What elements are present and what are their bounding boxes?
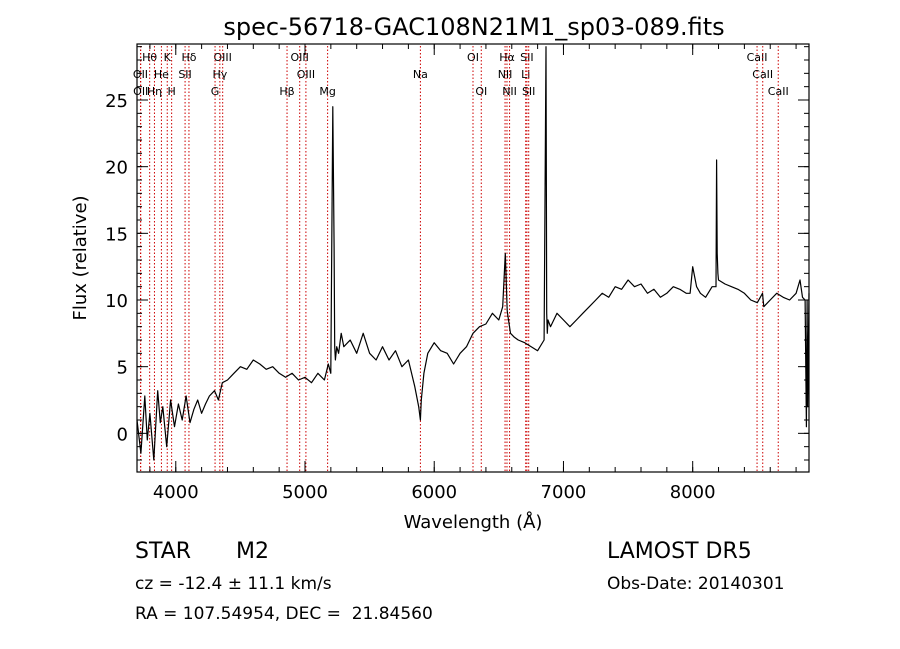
- line-label-14: Na: [413, 68, 428, 81]
- x-tick-label-8000: 8000: [670, 482, 716, 503]
- line-label-8: CaII: [747, 51, 768, 64]
- x-tick-label-4000: 4000: [153, 482, 199, 503]
- spectrum-series: [136, 46, 810, 461]
- line-label-2: Hδ: [181, 51, 196, 64]
- y-tick-label-20: 20: [105, 158, 128, 179]
- plot-frame: [136, 43, 810, 473]
- y-axis-label: Flux (relative): [70, 195, 91, 320]
- line-label-10: He: [154, 68, 169, 81]
- line-label-27: CaII: [768, 85, 789, 98]
- line-label-19: Hη: [147, 85, 162, 98]
- line-label-17: CaII: [752, 68, 773, 81]
- y-tick-label-10: 10: [105, 291, 128, 312]
- chart-title: spec-56718-GAC108N21M1_sp03-089.fits: [223, 13, 724, 41]
- line-label-3: OIII: [213, 51, 231, 64]
- y-tick-label-0: 0: [117, 424, 128, 445]
- obs-date: Obs-Date: 20140301: [607, 574, 785, 594]
- line-label-24: OI: [475, 85, 487, 98]
- line-label-13: OIII: [297, 68, 315, 81]
- axes: 4000 5000 6000 7000 8000 0 5 10 15 20 25: [105, 43, 810, 503]
- x-axis-label: Wavelength (Å): [404, 511, 543, 533]
- line-label-6: Hα: [499, 51, 515, 64]
- line-label-12: Hγ: [212, 68, 227, 81]
- line-label-0: Hθ: [142, 51, 157, 64]
- x-tick-label-7000: 7000: [541, 482, 587, 503]
- y-tick-label-5: 5: [117, 358, 128, 379]
- line-label-7: SII: [520, 51, 533, 64]
- object-class: STAR: [135, 539, 192, 564]
- line-label-1: K: [164, 51, 172, 64]
- y-tick-label-15: 15: [105, 224, 128, 245]
- subclass: M2: [236, 539, 269, 564]
- survey-name: LAMOST DR5: [607, 539, 752, 564]
- line-label-15: NII: [498, 68, 513, 81]
- line-label-5: OI: [467, 51, 479, 64]
- line-label-20: H: [167, 85, 175, 98]
- x-tick-label-5000: 5000: [282, 482, 328, 503]
- line-label-26: SII: [522, 85, 535, 98]
- coordinates: RA = 107.54954, DEC = 21.84560: [135, 604, 433, 624]
- line-label-25: NII: [502, 85, 517, 98]
- redshift-velocity: cz = -12.4 ± 11.1 km/s: [135, 574, 332, 594]
- y-tick-label-25: 25: [105, 91, 128, 112]
- spectrum-line-0: [136, 46, 810, 461]
- x-tick-label-6000: 6000: [411, 482, 457, 503]
- line-label-23: Mg: [319, 85, 335, 98]
- line-label-11: SII: [178, 68, 191, 81]
- line-label-16: Li: [521, 68, 530, 81]
- line-label-22: Hβ: [279, 85, 294, 98]
- line-label-21: G: [211, 85, 220, 98]
- line-label-4: OIII: [291, 51, 309, 64]
